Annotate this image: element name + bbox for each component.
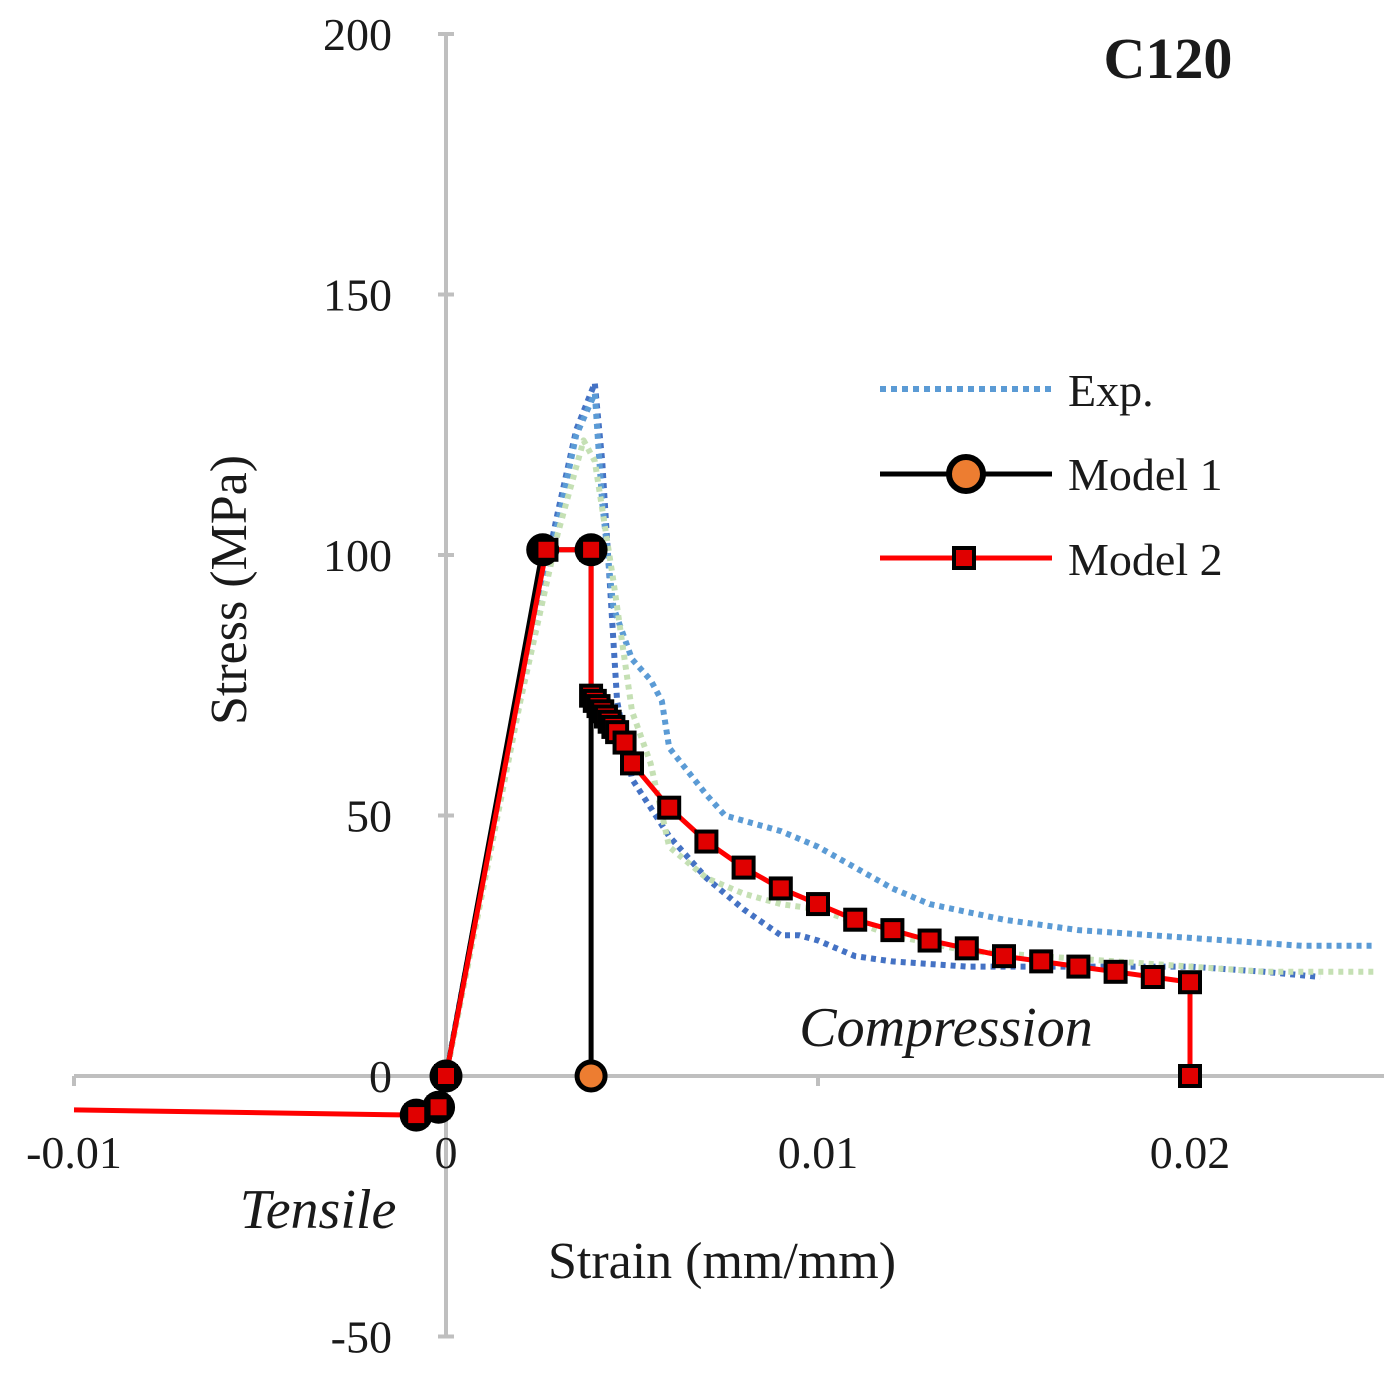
exp-curve (443, 437, 1376, 1077)
model2-point (806, 892, 830, 917)
y-tick-label: 100 (323, 530, 392, 581)
model2-point (1029, 949, 1054, 974)
model2-point (731, 855, 756, 880)
model2-point (1103, 959, 1128, 984)
chart-title: C120 (1104, 26, 1233, 91)
model2-point (768, 876, 793, 901)
model2-point (579, 537, 604, 562)
exp-curve (443, 390, 1376, 1077)
x-tick-label: 0.02 (1150, 1127, 1231, 1178)
x-tick-label: -0.01 (26, 1127, 122, 1178)
y-tick-label: 200 (323, 9, 392, 60)
model2-point (843, 907, 868, 932)
model2-point (1178, 1064, 1202, 1088)
legend-model1-label: Model 1 (1068, 449, 1223, 500)
model2-point (1178, 970, 1202, 995)
model2-point (426, 1095, 451, 1120)
model2-point (434, 1064, 458, 1088)
legend-model1-marker (946, 454, 986, 494)
model2-point (917, 928, 942, 953)
y-tick-label: 50 (346, 791, 392, 842)
legend-exp-label: Exp. (1068, 365, 1154, 416)
y-tick-label: 150 (323, 270, 392, 321)
model2-point (880, 918, 905, 943)
model2-point (612, 730, 637, 755)
model2-point (620, 751, 644, 776)
y-axis-title: Stress (MPa) (201, 455, 258, 725)
model2-point (404, 1103, 429, 1128)
tensile-annotation: Tensile (240, 1179, 397, 1241)
legend-model2-label: Model 2 (1068, 534, 1223, 585)
x-axis-title: Strain (mm/mm) (548, 1233, 896, 1290)
x-tick-label: 0.01 (778, 1127, 859, 1178)
legend-model2-marker (952, 546, 976, 570)
axes: -0.01 0 0.01 0.02 -50 0 50 100 150 200 (26, 9, 1384, 1363)
model2-point (657, 795, 682, 820)
marker-layer (399, 533, 1202, 1132)
model2-point (694, 829, 719, 854)
compression-annotation: Compression (799, 997, 1093, 1059)
model2-point (1066, 954, 1091, 979)
x-tick-label: 0 (435, 1127, 458, 1178)
model2-point (534, 537, 559, 562)
model1-line (415, 547, 594, 1118)
y-tick-label: -50 (331, 1312, 392, 1363)
model2-point (1140, 965, 1165, 990)
model2-point (954, 936, 979, 961)
legend: Exp. Model 1 Model 2 (880, 365, 1223, 585)
model1-point (574, 1059, 608, 1093)
y-tick-label: 0 (369, 1051, 392, 1102)
model2-point (992, 944, 1016, 969)
